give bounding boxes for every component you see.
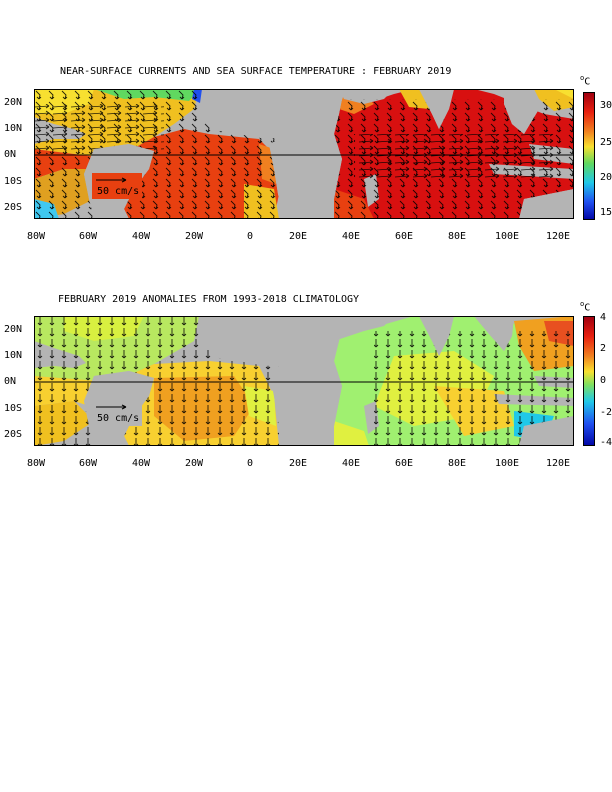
panel1-lat-label: 10S	[4, 176, 23, 187]
panel1-lon-label: 60W	[78, 231, 98, 242]
panel1-lon-label: 20W	[184, 231, 204, 242]
panel1-lon-label: 40E	[341, 231, 361, 242]
panel1-lon-label: 40W	[131, 231, 151, 242]
panel1-colorbar-tick: 15	[600, 207, 612, 218]
panel1-lon-label: 100E	[494, 231, 520, 242]
panel1-lat-label: 20S	[4, 202, 23, 213]
panel2-lon-label: 120E	[545, 458, 571, 469]
panel2-scale-label: 50 cm/s	[97, 413, 140, 424]
panel2-title: FEBRUARY 2019 ANOMALIES FROM 1993-2018 C…	[58, 294, 360, 305]
panel2-unit-label: oC	[580, 300, 591, 314]
panel1-lat-label: 10N	[4, 123, 23, 134]
panel2-lon-label: 60E	[394, 458, 414, 469]
panel2-lon-label: 40W	[131, 458, 151, 469]
panel2-lat-label: 10N	[4, 350, 23, 361]
panel1-lon-label: 120E	[545, 231, 571, 242]
panel1-lon-label: 0	[246, 231, 254, 242]
panel1-lat-label: 20N	[4, 97, 23, 108]
panel2-lat-label: 10S	[4, 403, 23, 414]
panel2-colorbar-tick: 4	[600, 312, 607, 323]
panel1-unit-label: oC	[580, 74, 591, 88]
panel1-lon-label: 20E	[288, 231, 308, 242]
panel1-colorbar	[583, 92, 595, 220]
panel1-colorbar-tick: 25	[600, 137, 612, 148]
panel2-colorbar-tick: -4	[600, 437, 612, 448]
panel1-scale-arrow	[96, 177, 127, 183]
panel2-colorbar-tick: 0	[600, 375, 607, 386]
panel2-lon-label: 80E	[447, 458, 467, 469]
panel2-lat-label: 0N	[4, 376, 17, 387]
panel1-title: NEAR-SURFACE CURRENTS AND SEA SURFACE TE…	[60, 66, 452, 77]
panel2-lon-label: 20W	[184, 458, 204, 469]
panel1-colorbar-tick: 30	[600, 100, 612, 111]
panel1-lon-label: 80W	[26, 231, 46, 242]
panel2-lat-label: 20N	[4, 324, 23, 335]
panel2-lon-label: 100E	[494, 458, 520, 469]
panel1-scale-label: 50 cm/s	[97, 186, 140, 197]
panel2-scale-arrow	[96, 404, 127, 410]
panel2-colorbar	[583, 316, 595, 446]
panel1-lat-label: 0N	[4, 149, 17, 160]
panel2-lon-label: 80W	[26, 458, 46, 469]
panel2-anomaly-map	[34, 316, 574, 446]
panel2-lon-label: 60W	[78, 458, 98, 469]
panel1-sst-map	[34, 89, 574, 219]
panel2-lon-label: 40E	[341, 458, 361, 469]
panel2-colorbar-tick: -2	[600, 407, 612, 418]
panel2-colorbar-tick: 2	[600, 343, 607, 354]
panel1-colorbar-tick: 20	[600, 172, 612, 183]
panel2-lon-label: 20E	[288, 458, 308, 469]
panel2-lon-label: 0	[246, 458, 254, 469]
panel2-lat-label: 20S	[4, 429, 23, 440]
panel1-lon-label: 60E	[394, 231, 414, 242]
panel1-lon-label: 80E	[447, 231, 467, 242]
